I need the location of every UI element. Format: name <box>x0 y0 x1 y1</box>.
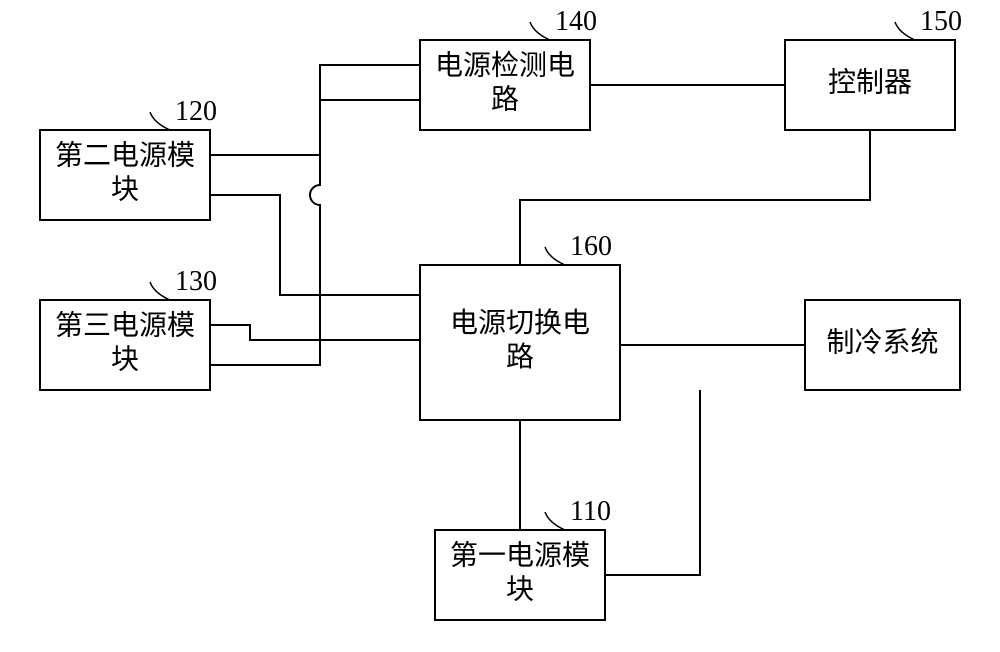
block-b160-label-1: 路 <box>506 341 534 373</box>
block-b150-label-0: 控制器 <box>828 66 912 98</box>
ref-b120: 120 <box>175 96 217 127</box>
ref-b150: 150 <box>920 6 962 37</box>
block-b110-label-1: 块 <box>506 574 534 605</box>
ref-b110: 110 <box>570 496 611 527</box>
block-cool-label-0: 制冷系统 <box>826 326 938 358</box>
ref-b160: 160 <box>570 231 612 262</box>
block-b110-label-0: 第一电源模 <box>450 539 590 571</box>
block-b160-label-0: 电源切换电 <box>450 307 590 339</box>
block-b130-label-1: 块 <box>111 344 139 375</box>
block-b130-label-0: 第三电源模 <box>55 309 195 341</box>
ref-b130: 130 <box>175 266 217 297</box>
block-b140-label-1: 路 <box>491 83 519 115</box>
block-b120-label-0: 第二电源模 <box>55 139 195 171</box>
ref-b140: 140 <box>555 6 597 37</box>
block-b140-label-0: 电源检测电 <box>435 49 575 81</box>
block-b120-label-1: 块 <box>111 174 139 205</box>
